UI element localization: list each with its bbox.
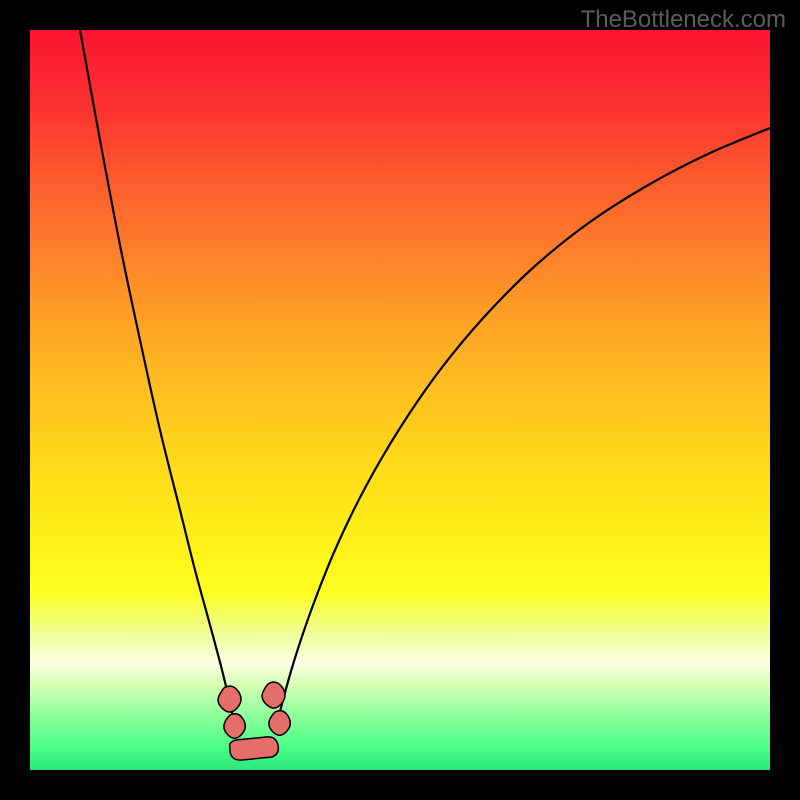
chart-svg [30,30,770,770]
marker-lobe [230,737,279,760]
chart-plot-area [30,30,770,770]
marker-lobe [224,714,245,739]
watermark-text: TheBottleneck.com [581,6,786,34]
chart-background [30,30,770,770]
marker-lobe [269,711,290,736]
marker-lobe [262,682,285,708]
marker-lobe [218,686,241,712]
